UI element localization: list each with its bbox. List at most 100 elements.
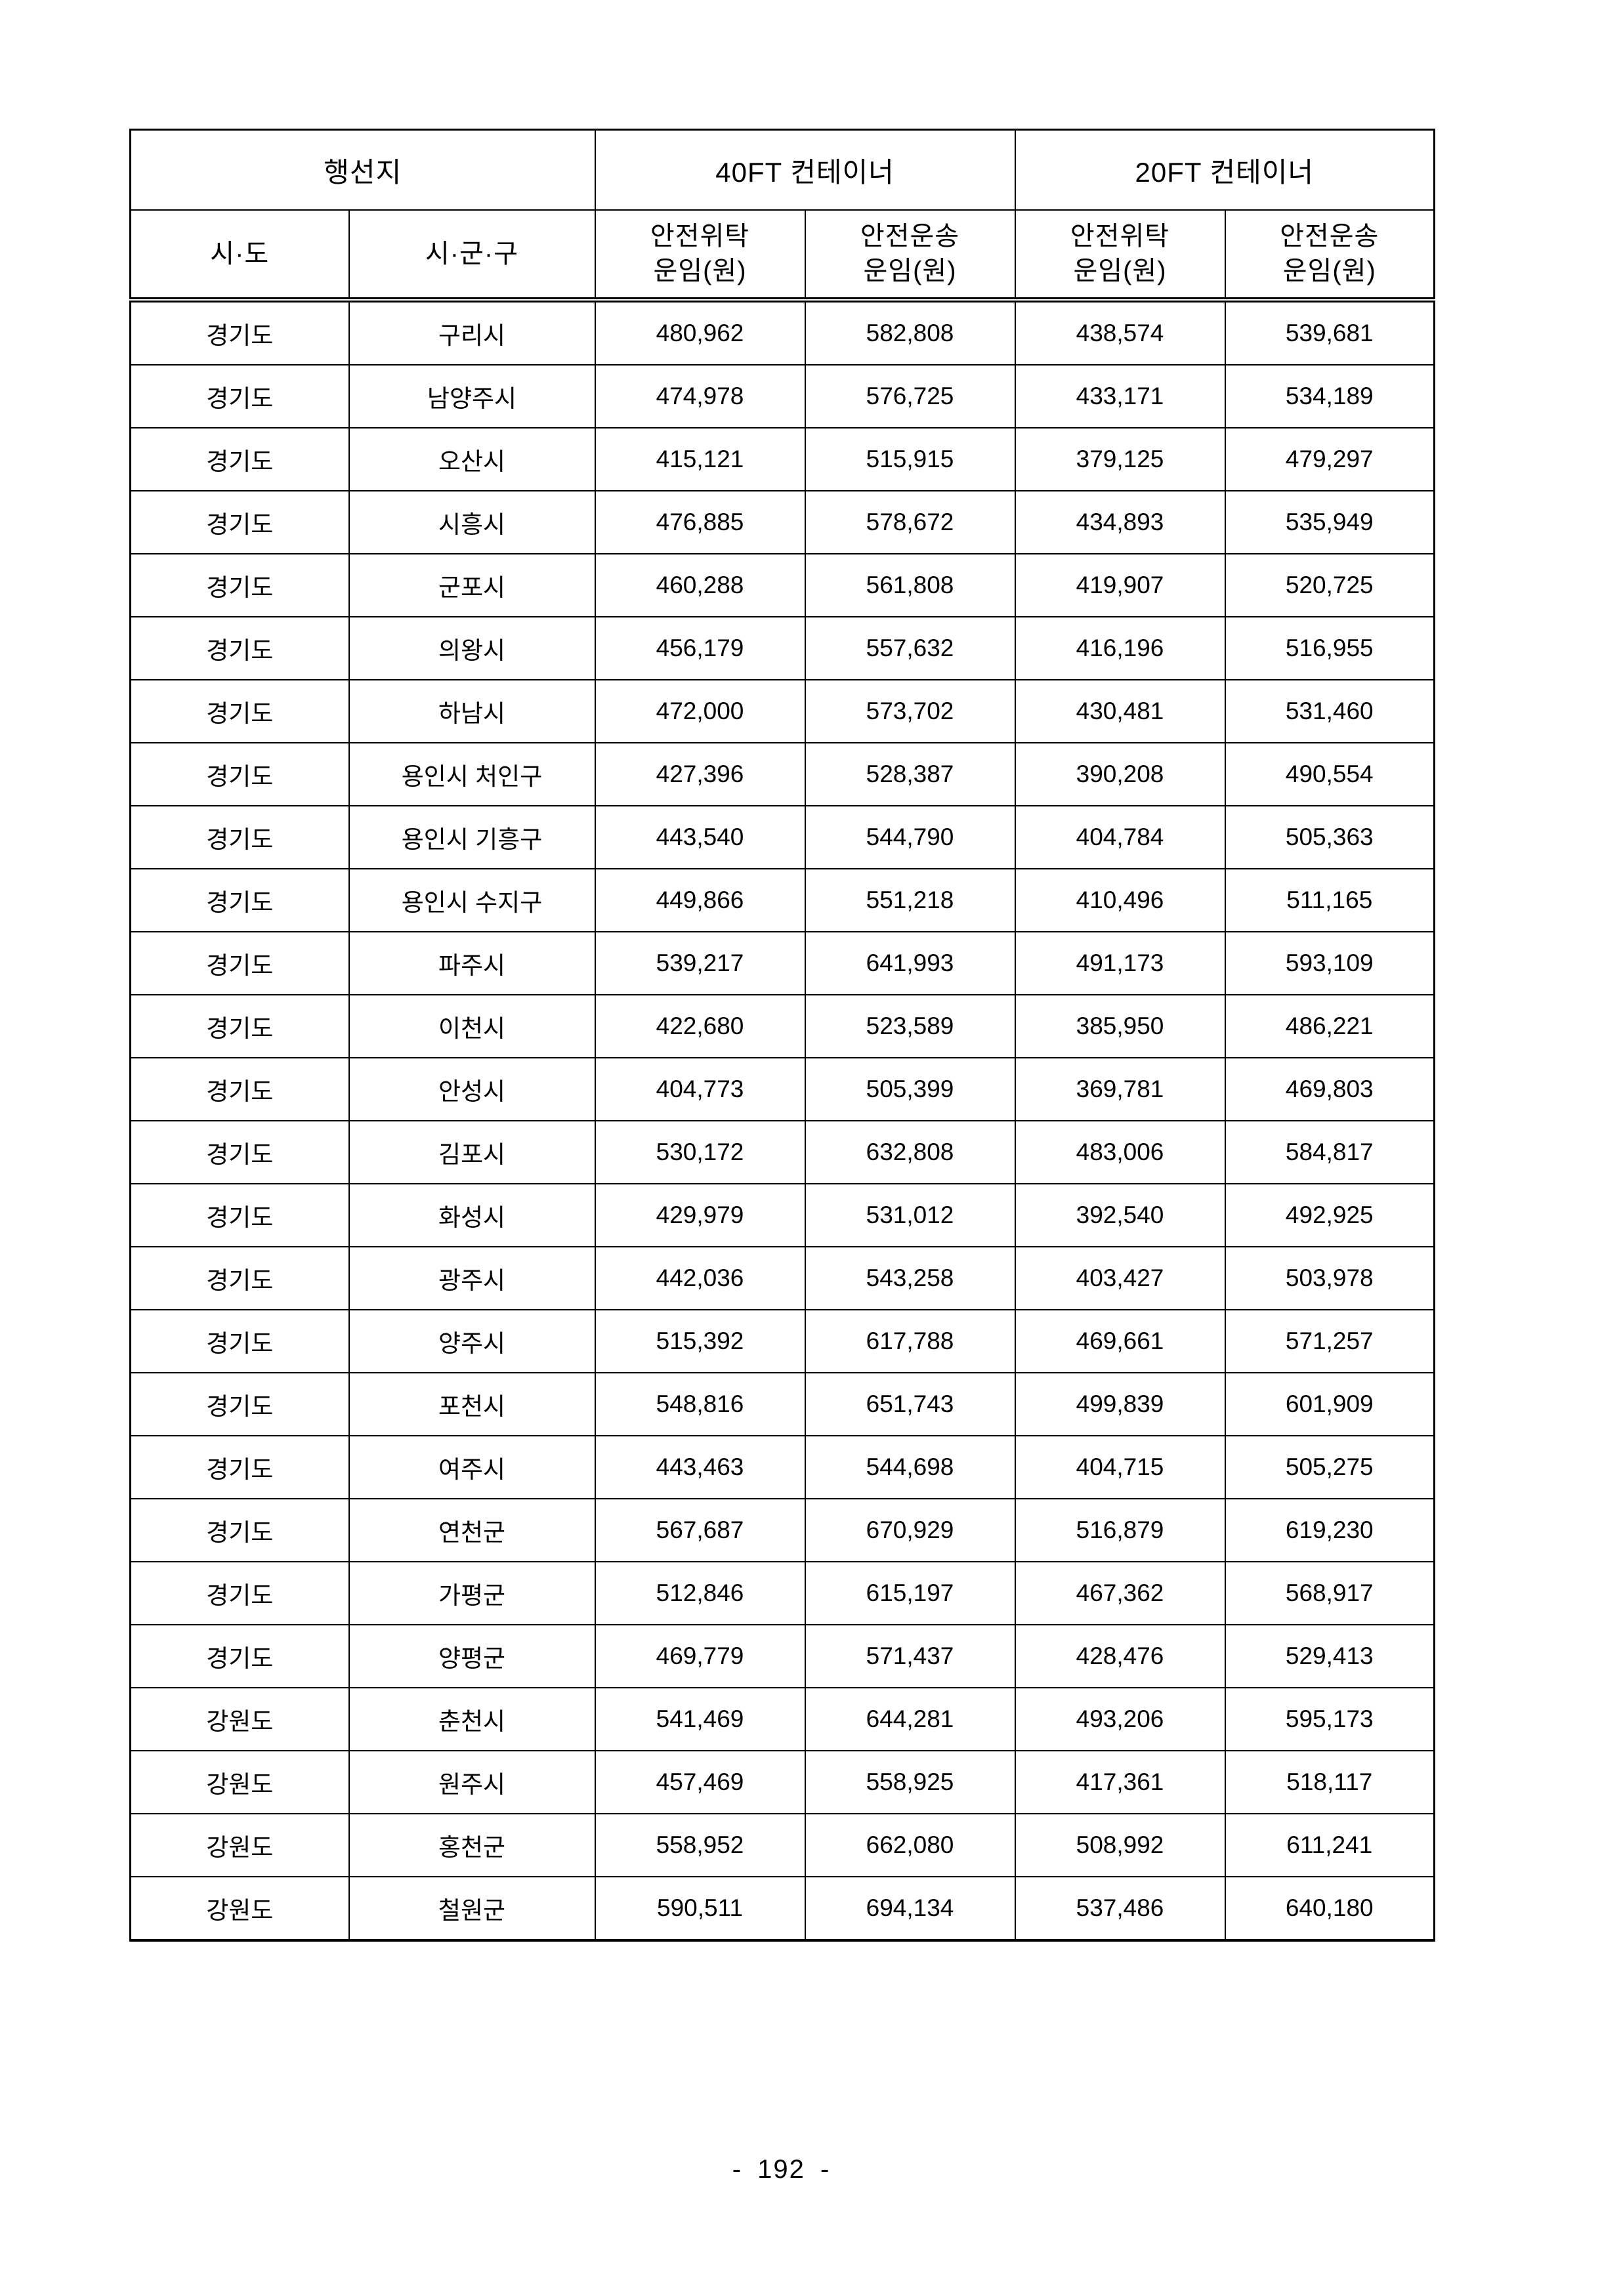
table-row: 경기도 구리시 480,962 582,808 438,574 539,681 [129, 299, 1435, 365]
cell-sigungu: 이천시 [348, 994, 596, 1058]
table-row: 경기도 포천시 548,816 651,743 499,839 601,909 [129, 1372, 1435, 1436]
table-row: 경기도 안성시 404,773 505,399 369,781 469,803 [129, 1057, 1435, 1121]
cell-20ft-transport-fare: 584,817 [1224, 1120, 1435, 1184]
table-row: 경기도 용인시 기흥구 443,540 544,790 404,784 505,363 [129, 805, 1435, 869]
cell-20ft-transport-fare: 611,241 [1224, 1813, 1435, 1877]
cell-20ft-transport-fare: 529,413 [1224, 1624, 1435, 1688]
cell-40ft-transport-fare: 561,808 [804, 553, 1016, 617]
cell-40ft-transport-fare: 615,197 [804, 1561, 1016, 1625]
cell-sigungu: 원주시 [348, 1750, 596, 1814]
cell-sido: 강원도 [129, 1687, 350, 1751]
cell-sigungu: 남양주시 [348, 364, 596, 428]
cell-20ft-consign-fare: 369,781 [1014, 1057, 1226, 1121]
table-row: 경기도 용인시 처인구 427,396 528,387 390,208 490,554 [129, 742, 1435, 806]
cell-sido: 경기도 [129, 553, 350, 617]
cell-sigungu: 가평군 [348, 1561, 596, 1625]
table-row: 경기도 여주시 443,463 544,698 404,715 505,275 [129, 1435, 1435, 1499]
cell-20ft-consign-fare: 385,950 [1014, 994, 1226, 1058]
table-body: 경기도 구리시 480,962 582,808 438,574 539,681 경기도 남양주… [129, 299, 1435, 1942]
page-number: - 192 - [732, 2155, 831, 2184]
cell-40ft-consign-fare: 512,846 [594, 1561, 806, 1625]
cell-20ft-consign-fare: 483,006 [1014, 1120, 1226, 1184]
table-row: 경기도 하남시 472,000 573,702 430,481 531,460 [129, 679, 1435, 743]
cell-40ft-transport-fare: 528,387 [804, 742, 1016, 806]
cell-20ft-transport-fare: 505,275 [1224, 1435, 1435, 1499]
cell-40ft-consign-fare: 404,773 [594, 1057, 806, 1121]
cell-40ft-transport-fare: 582,808 [804, 299, 1016, 365]
cell-sido: 경기도 [129, 679, 350, 743]
cell-20ft-transport-fare: 492,925 [1224, 1183, 1435, 1247]
cell-sigungu: 포천시 [348, 1372, 596, 1436]
cell-40ft-consign-fare: 456,179 [594, 616, 806, 680]
table-row: 경기도 양주시 515,392 617,788 469,661 571,257 [129, 1309, 1435, 1373]
cell-sigungu: 용인시 처인구 [348, 742, 596, 806]
table-row: 경기도 시흥시 476,885 578,672 434,893 535,949 [129, 490, 1435, 554]
cell-20ft-consign-fare: 390,208 [1014, 742, 1226, 806]
cell-40ft-transport-fare: 544,790 [804, 805, 1016, 869]
table-row: 경기도 남양주시 474,978 576,725 433,171 534,189 [129, 364, 1435, 428]
table-row: 강원도 원주시 457,469 558,925 417,361 518,117 [129, 1750, 1435, 1814]
cell-20ft-transport-fare: 531,460 [1224, 679, 1435, 743]
cell-40ft-consign-fare: 476,885 [594, 490, 806, 554]
cell-sido: 경기도 [129, 1246, 350, 1310]
table-row: 경기도 화성시 429,979 531,012 392,540 492,925 [129, 1183, 1435, 1247]
table-header-group-row: 행선지 40FT 컨테이너 20FT 컨테이너 [129, 129, 1435, 211]
cell-sigungu: 시흥시 [348, 490, 596, 554]
cell-sigungu: 안성시 [348, 1057, 596, 1121]
cell-20ft-consign-fare: 416,196 [1014, 616, 1226, 680]
cell-40ft-transport-fare: 670,929 [804, 1498, 1016, 1562]
header-sido: 시·도 [129, 209, 350, 303]
cell-sido: 경기도 [129, 490, 350, 554]
cell-sido: 경기도 [129, 1120, 350, 1184]
cell-40ft-consign-fare: 442,036 [594, 1246, 806, 1310]
cell-sigungu: 김포시 [348, 1120, 596, 1184]
cell-20ft-transport-fare: 568,917 [1224, 1561, 1435, 1625]
cell-20ft-transport-fare: 534,189 [1224, 364, 1435, 428]
cell-20ft-transport-fare: 511,165 [1224, 868, 1435, 932]
cell-sido: 경기도 [129, 1498, 350, 1562]
cell-40ft-consign-fare: 443,463 [594, 1435, 806, 1499]
cell-20ft-consign-fare: 404,784 [1014, 805, 1226, 869]
cell-40ft-transport-fare: 573,702 [804, 679, 1016, 743]
cell-sigungu: 연천군 [348, 1498, 596, 1562]
cell-20ft-consign-fare: 499,839 [1014, 1372, 1226, 1436]
cell-20ft-transport-fare: 503,978 [1224, 1246, 1435, 1310]
cell-sido: 경기도 [129, 994, 350, 1058]
cell-40ft-transport-fare: 515,915 [804, 427, 1016, 491]
table-row: 경기도 양평군 469,779 571,437 428,476 529,413 [129, 1624, 1435, 1688]
cell-sido: 경기도 [129, 742, 350, 806]
table-row: 경기도 오산시 415,121 515,915 379,125 479,297 [129, 427, 1435, 491]
cell-20ft-transport-fare: 486,221 [1224, 994, 1435, 1058]
cell-40ft-consign-fare: 515,392 [594, 1309, 806, 1373]
cell-20ft-consign-fare: 467,362 [1014, 1561, 1226, 1625]
cell-20ft-consign-fare: 419,907 [1014, 553, 1226, 617]
table-row: 강원도 홍천군 558,952 662,080 508,992 611,241 [129, 1813, 1435, 1877]
cell-40ft-transport-fare: 694,134 [804, 1876, 1016, 1942]
cell-sido: 경기도 [129, 299, 350, 365]
cell-sigungu: 홍천군 [348, 1813, 596, 1877]
cell-20ft-transport-fare: 490,554 [1224, 742, 1435, 806]
cell-20ft-transport-fare: 535,949 [1224, 490, 1435, 554]
cell-40ft-consign-fare: 530,172 [594, 1120, 806, 1184]
cell-40ft-consign-fare: 427,396 [594, 742, 806, 806]
cell-20ft-transport-fare: 593,109 [1224, 931, 1435, 995]
freight-rate-table: 행선지 40FT 컨테이너 20FT 컨테이너 시·도 시·군·구 안전위탁 운… [129, 129, 1436, 1942]
cell-40ft-transport-fare: 523,589 [804, 994, 1016, 1058]
cell-40ft-consign-fare: 590,511 [594, 1876, 806, 1942]
cell-40ft-transport-fare: 571,437 [804, 1624, 1016, 1688]
cell-40ft-consign-fare: 460,288 [594, 553, 806, 617]
cell-40ft-transport-fare: 617,788 [804, 1309, 1016, 1373]
cell-sigungu: 용인시 수지구 [348, 868, 596, 932]
cell-40ft-transport-fare: 558,925 [804, 1750, 1016, 1814]
cell-sigungu: 철원군 [348, 1876, 596, 1942]
header-40ft-safe-consign-fare: 안전위탁 운임(원) [594, 209, 806, 303]
cell-40ft-consign-fare: 472,000 [594, 679, 806, 743]
cell-40ft-transport-fare: 531,012 [804, 1183, 1016, 1247]
cell-sido: 경기도 [129, 427, 350, 491]
cell-20ft-transport-fare: 640,180 [1224, 1876, 1435, 1942]
cell-20ft-consign-fare: 433,171 [1014, 364, 1226, 428]
header-sigungu: 시·군·구 [348, 209, 596, 303]
cell-20ft-consign-fare: 508,992 [1014, 1813, 1226, 1877]
cell-20ft-consign-fare: 392,540 [1014, 1183, 1226, 1247]
cell-40ft-consign-fare: 480,962 [594, 299, 806, 365]
